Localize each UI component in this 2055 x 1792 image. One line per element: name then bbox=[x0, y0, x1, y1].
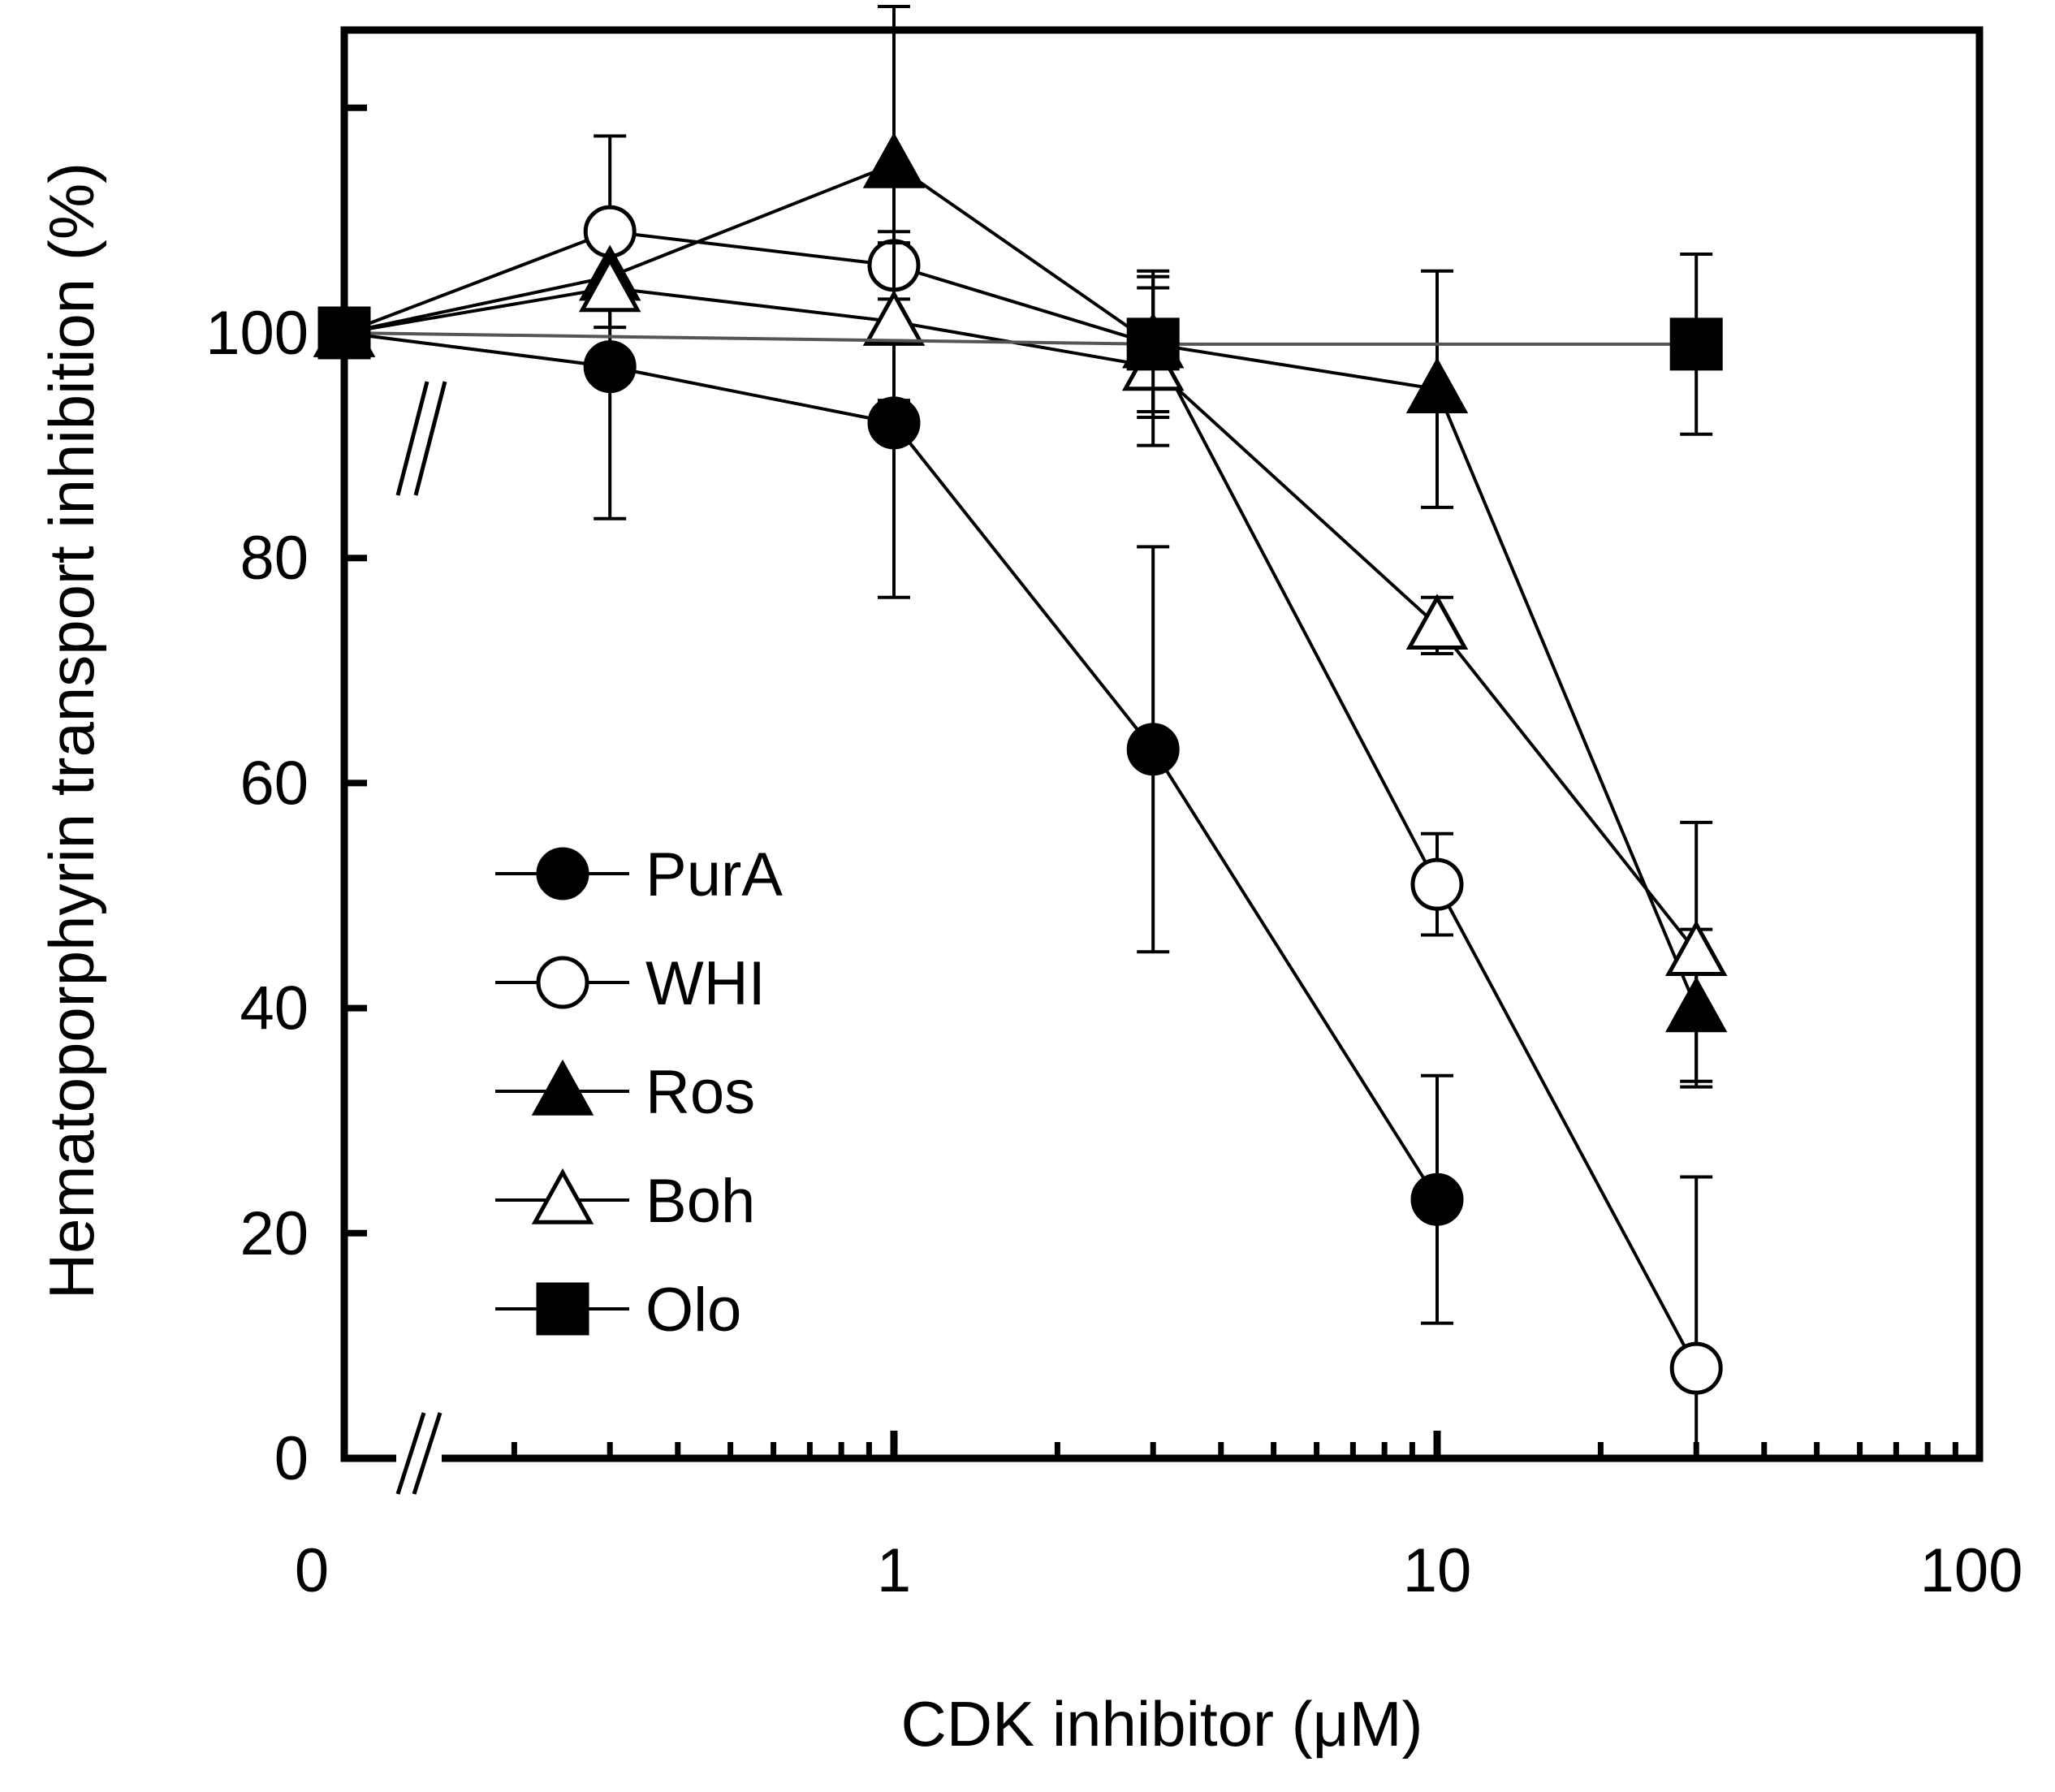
x-tick-label: 100 bbox=[1920, 1536, 2023, 1605]
x-axis-title: CDK inhibitor (μM) bbox=[900, 1688, 1423, 1760]
legend-item-olo: Olo bbox=[495, 1276, 741, 1345]
legend-marker-pura bbox=[536, 847, 589, 900]
y-tick-label: 0 bbox=[274, 1424, 309, 1493]
y-tick-label: 40 bbox=[240, 974, 309, 1043]
legend-item-pura: PurA bbox=[495, 840, 783, 909]
data-point-boh bbox=[1405, 594, 1469, 650]
legend-label-ros: Ros bbox=[645, 1058, 755, 1127]
series-line-whi bbox=[343, 230, 1698, 1370]
data-point-olo bbox=[1126, 317, 1180, 371]
legend-marker-olo bbox=[536, 1282, 589, 1336]
y-tick-label: 20 bbox=[240, 1199, 309, 1268]
series-pura bbox=[317, 213, 1464, 1325]
legend-marker-whi bbox=[536, 956, 589, 1009]
legend-item-ros: Ros bbox=[495, 1058, 755, 1127]
data-point-boh bbox=[578, 256, 641, 313]
legend-label-boh: Boh bbox=[645, 1167, 755, 1236]
y-tick-label: 60 bbox=[240, 749, 309, 818]
data-point-whi bbox=[1410, 857, 1464, 911]
data-point-pura bbox=[583, 340, 637, 394]
data-point-whi bbox=[1669, 1341, 1723, 1395]
x-axis-break-mark bbox=[395, 1412, 443, 1495]
legend-marker-ros bbox=[531, 1059, 594, 1116]
legend-label-whi: WHI bbox=[645, 949, 766, 1018]
y-tick-label: 100 bbox=[205, 299, 309, 368]
series-axis-break-mark bbox=[395, 380, 447, 499]
series-olo bbox=[317, 252, 1723, 436]
data-point-ros bbox=[862, 132, 926, 188]
data-point-boh bbox=[862, 289, 926, 346]
data-point-pura bbox=[867, 396, 921, 450]
legend-item-whi: WHI bbox=[495, 949, 766, 1018]
legend-label-olo: Olo bbox=[645, 1276, 741, 1345]
legend-label-pura: PurA bbox=[645, 840, 783, 909]
data-point-olo bbox=[1669, 317, 1723, 371]
y-tick-label: 80 bbox=[240, 524, 309, 593]
x-tick-label: 10 bbox=[1403, 1536, 1472, 1605]
series-line-boh bbox=[343, 286, 1698, 953]
plot-frame bbox=[340, 26, 1984, 1462]
x-tick-label: 0 bbox=[295, 1536, 329, 1605]
series-line-ros bbox=[343, 162, 1699, 1009]
data-point-olo bbox=[317, 306, 371, 360]
legend-marker-boh bbox=[531, 1168, 594, 1224]
data-point-ros bbox=[1405, 357, 1469, 413]
x-tick-label: 1 bbox=[877, 1536, 911, 1605]
legend-item-boh: Boh bbox=[495, 1167, 755, 1236]
data-point-boh bbox=[1664, 920, 1728, 976]
data-point-pura bbox=[1126, 723, 1180, 776]
data-point-pura bbox=[1410, 1172, 1464, 1226]
y-axis-title: Hematoporphyrin transport inhibition (%) bbox=[36, 162, 107, 1299]
